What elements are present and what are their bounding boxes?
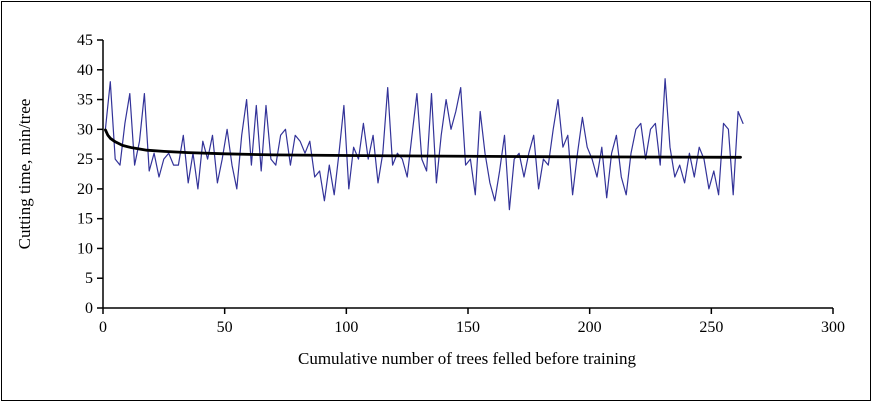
x-tick-label: 100: [334, 319, 358, 336]
y-tick-label: 15: [77, 211, 93, 228]
y-tick-label: 5: [85, 270, 93, 287]
series-line-fitted-learning-curve: [104, 128, 742, 159]
x-tick-label: 300: [821, 319, 845, 336]
axes-layer: [102, 40, 833, 309]
x-tick-label: 250: [699, 319, 723, 336]
x-tick-label: 0: [99, 319, 107, 336]
y-tick-label: 35: [77, 92, 93, 109]
x-axis-title: Cumulative number of trees felled before…: [298, 349, 636, 368]
y-tick-label: 10: [77, 240, 93, 257]
ticks-layer: 0 5 10 15 20 25 30 35 40 45 0 50 100 150 200 250 300: [77, 32, 845, 336]
y-tick-label: 0: [85, 300, 93, 317]
y-tick-label: 30: [77, 121, 93, 138]
x-tick-label: 50: [217, 319, 233, 336]
x-tick-label: 200: [578, 319, 602, 336]
y-tick-label: 45: [77, 32, 93, 49]
series-layer: [104, 78, 744, 211]
x-tick-label: 150: [456, 319, 480, 336]
learning-curve-chart: 0 5 10 15 20 25 30 35 40 45 0 50 100 150 200 250 300 Cut…: [15, 32, 845, 368]
y-tick-label: 40: [77, 62, 93, 79]
series-line-observed-cutting-time: [104, 78, 744, 211]
y-axis-title: Cutting time, min/tree: [15, 99, 34, 250]
y-tick-label: 20: [77, 181, 93, 198]
y-tick-label: 25: [77, 151, 93, 168]
